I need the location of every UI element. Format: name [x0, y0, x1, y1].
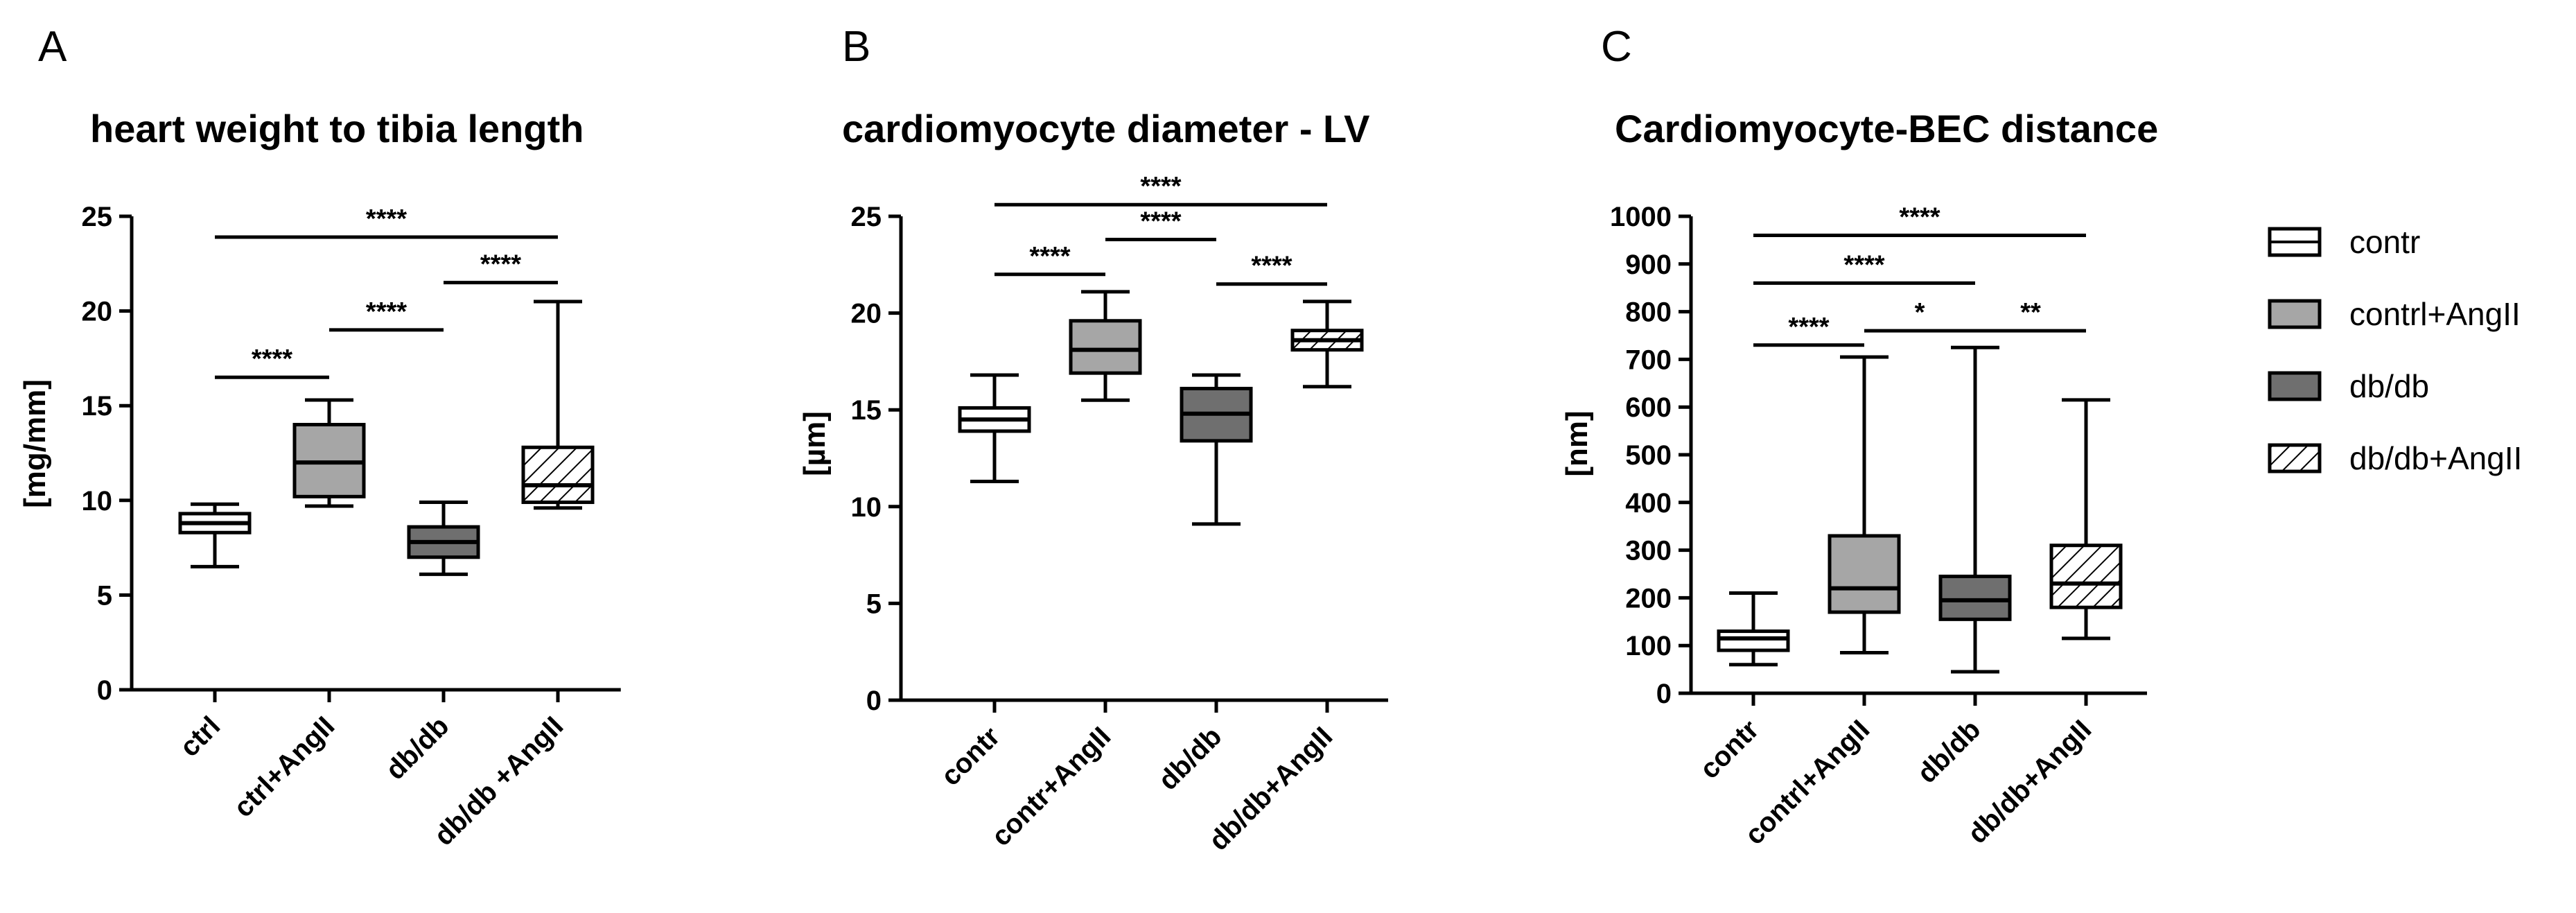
category-label: ctrl	[174, 711, 226, 763]
y-tick-label: 300	[1625, 536, 1672, 566]
legend-label: db/db+AngII	[2349, 440, 2522, 476]
panel-c: C Cardiomyocyte-BEC distance [nm] 0 100 200 30…	[1560, 23, 2158, 851]
y-tick-label: 800	[1625, 297, 1672, 328]
y-tick-label: 15	[82, 391, 113, 421]
y-tick-label: 100	[1625, 631, 1672, 661]
y-tick-label: 1000	[1610, 202, 1672, 232]
y-tick-label: 700	[1625, 345, 1672, 375]
legend-item: contrl+AngII	[2268, 296, 2521, 332]
y-axis-title: [mg/mm]	[18, 379, 52, 508]
category-label: contr	[936, 721, 1006, 792]
box-iqr	[1717, 629, 1790, 652]
box-plot	[2049, 398, 2123, 641]
y-tick-label: 0	[866, 686, 882, 716]
y-tick-label: 20	[851, 299, 882, 329]
box-iqr	[1938, 574, 2012, 621]
legend-swatch	[2268, 371, 2322, 401]
chart-title: heart weight to tibia length	[90, 107, 584, 150]
y-tick-label: 900	[1625, 250, 1672, 280]
y-tick-label: 5	[866, 589, 882, 619]
legend-swatch	[2268, 443, 2322, 473]
box-plot	[178, 502, 252, 568]
legend: contr contrl+AngII db/db db/db+AngII	[2268, 224, 2522, 476]
y-tick-label: 0	[97, 675, 112, 706]
box-plot	[292, 398, 366, 508]
significance-label: ****	[1899, 203, 1940, 232]
panel-letter: B	[842, 23, 870, 71]
box-iqr	[1828, 534, 1901, 614]
y-tick-label: 500	[1625, 440, 1672, 471]
y-tick-label: 10	[82, 486, 113, 516]
box-plot	[1828, 355, 1901, 655]
legend-label: db/db	[2349, 368, 2429, 404]
legend-item: db/db	[2268, 368, 2429, 404]
box-plot	[1717, 591, 1790, 667]
significance-label: **	[2020, 298, 2041, 327]
significance-label: ****	[1843, 250, 1884, 279]
significance-label: ****	[1251, 252, 1292, 281]
box-plot	[407, 501, 480, 576]
box-plot	[1180, 373, 1253, 526]
chart-title: cardiomyocyte diameter - LV	[842, 107, 1369, 150]
y-tick-label: 20	[82, 297, 113, 327]
significance-label: ****	[252, 345, 292, 374]
y-axis-title: [µm]	[798, 411, 832, 476]
significance-label: ****	[366, 297, 407, 327]
significance-label: ****	[1788, 313, 1829, 342]
legend-label: contr	[2349, 224, 2420, 260]
panel-letter: C	[1601, 23, 1632, 71]
legend-item: db/db+AngII	[2268, 440, 2522, 476]
category-label: db/db	[380, 711, 455, 785]
significance-label: ****	[1029, 242, 1070, 271]
category-label: db/db	[1911, 714, 1986, 789]
significance-label: ****	[1140, 172, 1181, 201]
box-iqr	[2049, 544, 2123, 609]
box-plot	[1069, 290, 1142, 402]
box-plot	[1290, 299, 1364, 389]
panel-letter: A	[38, 23, 67, 71]
y-tick-label: 25	[82, 202, 113, 232]
box-iqr	[521, 445, 595, 505]
significance-label: ****	[366, 205, 407, 234]
significance-label: ****	[480, 250, 521, 279]
significance-label: ****	[1140, 207, 1181, 236]
y-axis-title: [nm]	[1560, 410, 1594, 476]
significance-label: *	[1915, 298, 1925, 327]
y-tick-label: 15	[851, 395, 882, 426]
legend-item: contr	[2268, 224, 2420, 260]
category-label: db/db	[1153, 721, 1227, 796]
chart-title: Cardiomyocyte-BEC distance	[1615, 107, 2158, 150]
y-tick-label: 10	[851, 492, 882, 523]
category-label: ctrl+AngII	[228, 711, 340, 823]
box-plot	[1938, 345, 2012, 674]
box-iqr	[1069, 319, 1142, 375]
y-tick-label: 400	[1625, 488, 1672, 519]
y-tick-label: 25	[851, 202, 882, 232]
category-label: contr+AngII	[985, 721, 1116, 852]
box-plot	[521, 299, 595, 510]
y-tick-label: 200	[1625, 583, 1672, 614]
y-tick-label: 600	[1625, 392, 1672, 423]
legend-label: contrl+AngII	[2349, 296, 2521, 332]
category-label: contr	[1694, 714, 1765, 785]
y-tick-label: 5	[97, 580, 112, 611]
y-tick-label: 0	[1656, 679, 1672, 709]
box-plot	[958, 373, 1031, 484]
legend-swatch	[2268, 299, 2322, 329]
